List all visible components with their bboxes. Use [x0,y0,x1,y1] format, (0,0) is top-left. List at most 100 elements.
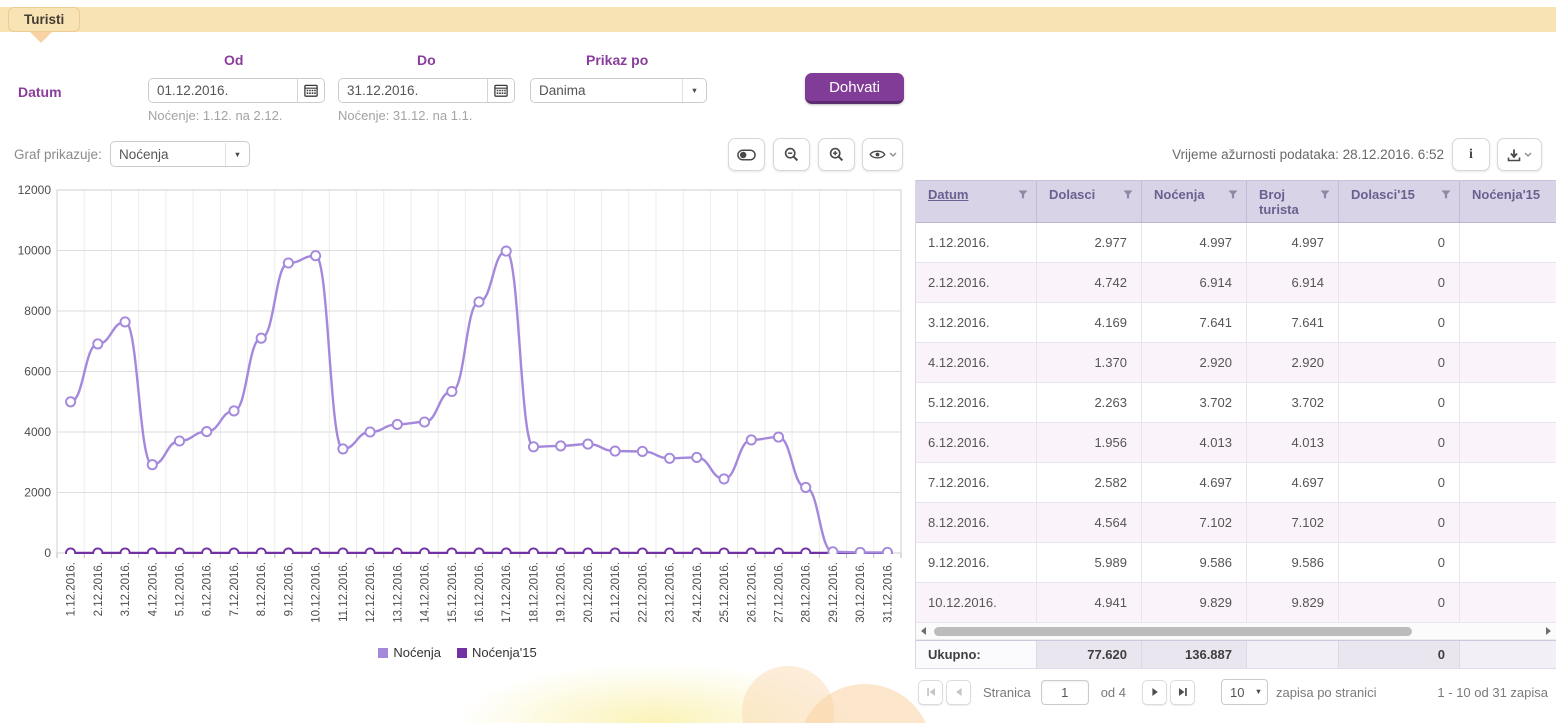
page-number-input[interactable] [1041,680,1089,705]
table-row[interactable]: 6.12.2016.1.9564.0134.0130 [916,423,1556,463]
graf-prikazuje-select[interactable]: Noćenja ▼ [110,141,250,167]
table-cell [1460,383,1556,422]
horizontal-scrollbar[interactable] [916,623,1556,640]
svg-text:21.12.2016.: 21.12.2016. [610,562,622,623]
scroll-left-arrow[interactable] [921,627,926,635]
col-header-dolasci15[interactable]: Dolasci'15 [1339,181,1460,222]
date-from-input[interactable] [149,79,297,102]
dohvati-button[interactable]: Dohvati [805,73,904,104]
svg-text:13.12.2016.: 13.12.2016. [392,562,404,623]
col-header-label[interactable]: Dolasci'15 [1351,187,1415,202]
svg-text:6.12.2016.: 6.12.2016. [202,562,214,616]
table-cell: 0 [1339,343,1460,382]
svg-text:7.12.2016.: 7.12.2016. [229,562,241,616]
legend-item-nocenja15[interactable]: Noćenja'15 [457,645,537,660]
page-tab-turisti[interactable]: Turisti [8,7,80,32]
table-row[interactable]: 5.12.2016.2.2633.7023.7020 [916,383,1556,423]
zoom-in-button[interactable] [818,138,855,171]
export-button[interactable] [1497,138,1542,171]
table-row[interactable]: 1.12.2016.2.9774.9974.9970 [916,223,1556,263]
col-header-datum[interactable]: Datum [916,181,1037,222]
col-header-nocenja15[interactable]: Noćenja'15 [1460,181,1556,222]
next-page-button[interactable] [1142,680,1167,705]
prev-page-icon [954,687,964,697]
scrollbar-thumb[interactable] [934,627,1412,637]
col-header-nocenja[interactable]: Noćenja [1142,181,1247,222]
col-header-dolasci[interactable]: Dolasci [1037,181,1142,222]
table-cell: 2.977 [1037,223,1142,262]
table-cell: 1.370 [1037,343,1142,382]
grid-body: 1.12.2016.2.9774.9974.99702.12.2016.4.74… [916,223,1556,623]
table-cell: 0 [1339,583,1460,622]
totals-nocenja: 136.887 [1142,641,1247,668]
table-row[interactable]: 10.12.2016.4.9419.8299.8290 [916,583,1556,623]
calendar-button[interactable] [297,79,324,102]
calendar-button[interactable] [487,79,514,102]
table-cell: 3.702 [1142,383,1247,422]
table-row[interactable]: 8.12.2016.4.5647.1027.1020 [916,503,1556,543]
zoom-out-button[interactable] [773,138,810,171]
filter-icon[interactable] [1320,190,1330,199]
last-page-icon [1178,687,1188,697]
prev-page-button[interactable] [946,680,971,705]
col-header-label[interactable]: Broj turista [1259,187,1320,217]
table-cell [1460,223,1556,262]
svg-text:19.12.2016.: 19.12.2016. [556,562,568,623]
date-to-input[interactable] [339,79,487,102]
svg-text:23.12.2016.: 23.12.2016. [665,562,677,623]
table-cell: 7.641 [1247,303,1339,342]
svg-text:18.12.2016.: 18.12.2016. [528,562,540,623]
table-row[interactable]: 9.12.2016.5.9899.5869.5860 [916,543,1556,583]
chart-legend: Noćenja Noćenja'15 [0,645,915,660]
legend-label: Noćenja [393,645,441,660]
table-row[interactable]: 7.12.2016.2.5824.6974.6970 [916,463,1556,503]
last-page-button[interactable] [1170,680,1195,705]
totals-dolasci: 77.620 [1037,641,1142,668]
series-visibility-button[interactable] [862,138,903,171]
svg-text:11.12.2016.: 11.12.2016. [338,562,350,622]
toggle-icon [737,149,756,161]
first-page-button[interactable] [918,680,943,705]
table-cell: 6.914 [1142,263,1247,302]
col-header-label[interactable]: Noćenja'15 [1472,187,1540,202]
table-cell: 4.997 [1247,223,1339,262]
prikaz-po-select[interactable]: Danima ▼ [530,78,707,103]
totals-row: Ukupno: 77.620 136.887 0 [916,640,1556,669]
table-row[interactable]: 2.12.2016.4.7426.9146.9140 [916,263,1556,303]
col-header-label[interactable]: Datum [928,187,968,202]
table-cell: 8.12.2016. [916,503,1037,542]
od-hint: Noćenje: 1.12. na 2.12. [148,108,282,123]
col-header-broj-turista[interactable]: Broj turista [1247,181,1339,222]
table-row[interactable]: 3.12.2016.4.1697.6417.6410 [916,303,1556,343]
svg-text:27.12.2016.: 27.12.2016. [773,562,785,623]
filter-icon[interactable] [1228,190,1238,199]
legend-swatch [457,648,467,658]
tab-pointer [30,32,52,43]
chart-toggle-button[interactable] [728,138,765,171]
table-cell: 2.12.2016. [916,263,1037,302]
eye-icon [869,149,886,160]
table-row[interactable]: 4.12.2016.1.3702.9202.9200 [916,343,1556,383]
background-glow [430,656,880,723]
calendar-icon [494,84,508,97]
filter-icon[interactable] [1123,190,1133,199]
record-range-label: 1 - 10 od 31 zapisa [1437,685,1556,700]
table-cell: 7.102 [1142,503,1247,542]
svg-text:28.12.2016.: 28.12.2016. [801,562,813,623]
chevron-down-icon [889,152,897,157]
line-chart[interactable]: 0200040006000800010000120001.12.2016.2.1… [0,180,915,650]
legend-item-nocenja[interactable]: Noćenja [378,645,441,660]
info-button[interactable]: i [1452,138,1490,171]
filter-icon[interactable] [1018,190,1028,199]
col-header-label[interactable]: Dolasci [1049,187,1095,202]
table-cell [1460,263,1556,302]
table-cell: 4.12.2016. [916,343,1037,382]
filter-icon[interactable] [1441,190,1451,199]
zoom-out-icon [784,147,799,162]
scroll-right-arrow[interactable] [1546,627,1551,635]
col-header-label[interactable]: Noćenja [1154,187,1205,202]
table-cell: 6.914 [1247,263,1339,302]
legend-swatch [378,648,388,658]
zoom-in-icon [829,147,844,162]
page-size-select[interactable]: 10 ▼ [1221,679,1268,705]
